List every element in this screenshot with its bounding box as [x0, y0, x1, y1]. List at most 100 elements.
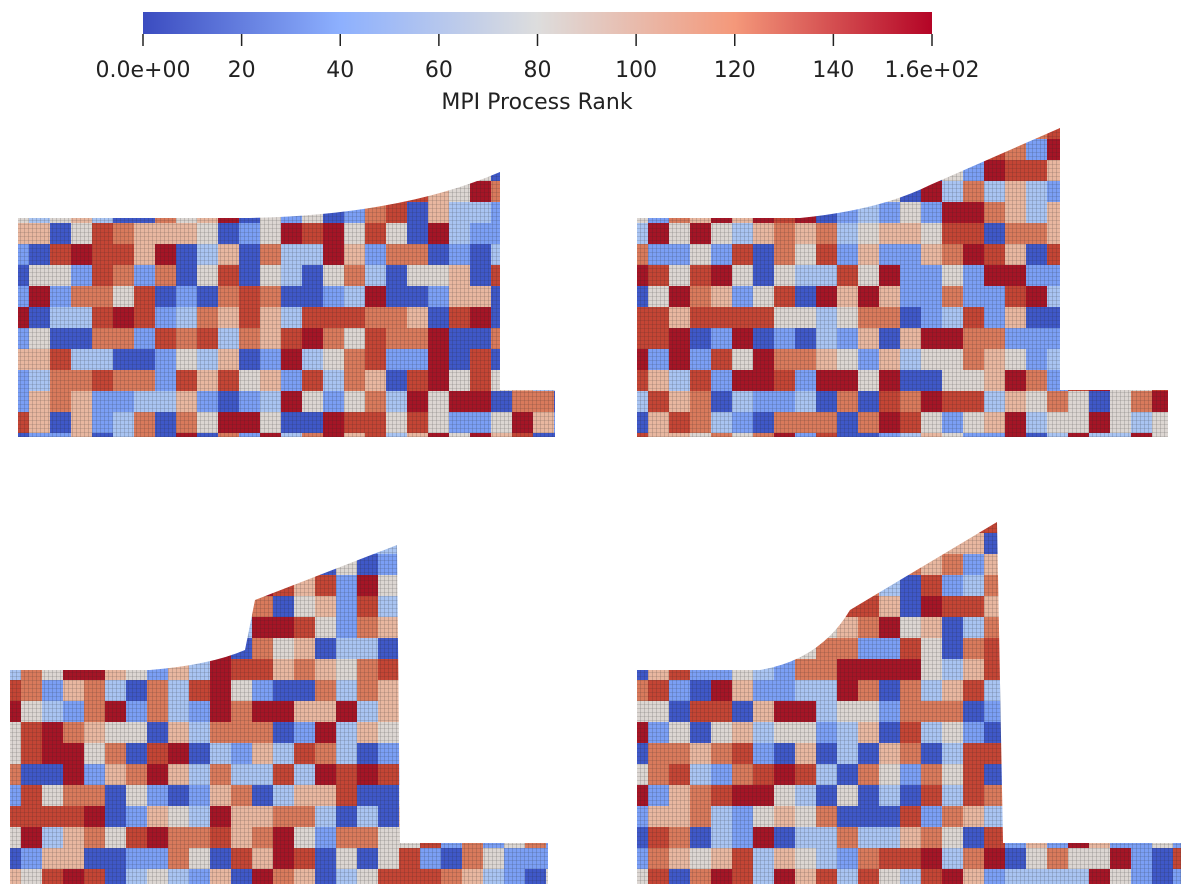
mesh-block [357, 512, 378, 533]
mesh-block [617, 265, 638, 286]
mesh-block [1163, 139, 1181, 160]
mesh-block [50, 559, 71, 580]
mesh-block [1079, 538, 1100, 559]
mesh-block [1026, 764, 1047, 785]
mesh-block [1068, 202, 1089, 223]
mesh-block [1173, 580, 1181, 601]
mesh-block [1163, 475, 1181, 496]
mesh-block [1047, 554, 1068, 575]
mesh-block [1113, 575, 1134, 596]
mesh-block [617, 307, 638, 328]
mesh-block [743, 496, 764, 517]
mesh-block [711, 575, 732, 596]
mesh-block [575, 601, 596, 622]
mesh-block [588, 659, 609, 680]
mesh-block [1121, 181, 1142, 202]
mesh-block [1131, 701, 1152, 722]
mesh-block [1176, 533, 1181, 554]
mesh-block [1089, 743, 1110, 764]
mesh-block [795, 554, 816, 575]
mesh-block [627, 538, 648, 559]
mesh-block [483, 596, 504, 617]
mesh-block [617, 223, 638, 244]
mesh-block [588, 512, 609, 533]
mesh-block [533, 769, 554, 790]
mesh-block [302, 454, 323, 475]
mesh-block [837, 580, 858, 601]
mesh-block [753, 139, 774, 160]
mesh-block [1047, 596, 1068, 617]
mesh-block [84, 545, 105, 554]
mesh-block [1047, 638, 1068, 659]
mesh-block [533, 559, 554, 580]
mesh-block [798, 554, 819, 575]
mesh-block [1131, 517, 1152, 538]
mesh-block [1131, 533, 1152, 554]
mesh-block [1029, 617, 1050, 638]
mesh-block [669, 580, 690, 601]
mesh-block [50, 538, 71, 559]
mesh-block [732, 522, 753, 533]
mesh-block [722, 601, 743, 622]
mesh-block [1089, 496, 1110, 517]
mesh-block [462, 512, 483, 533]
mesh-block [113, 181, 134, 202]
mesh-block [1068, 680, 1089, 701]
mesh-block [567, 533, 588, 554]
mesh-block [1131, 764, 1152, 785]
mesh-block [1152, 496, 1173, 517]
mesh-block [42, 545, 63, 554]
mesh-block [669, 554, 690, 575]
mesh-block [260, 118, 281, 139]
mesh-block [512, 181, 533, 202]
mesh-block [1005, 701, 1026, 722]
mesh-block [92, 181, 113, 202]
mesh-block [1037, 496, 1058, 517]
mesh-block [1016, 622, 1037, 643]
mesh-block [365, 517, 386, 538]
mesh-block [386, 517, 407, 538]
mesh-block [407, 748, 428, 769]
mesh-block [1131, 722, 1152, 743]
mesh-block [753, 580, 774, 601]
mesh-block [399, 743, 420, 764]
mesh-block [189, 545, 210, 554]
mesh-block [774, 181, 795, 202]
mesh-block [827, 118, 848, 139]
mesh-block [525, 680, 546, 701]
mesh-block [732, 580, 753, 601]
mesh-block [1121, 643, 1142, 664]
mesh-block [753, 559, 774, 580]
mesh-block [1152, 139, 1168, 160]
mesh-block [1152, 160, 1168, 181]
mesh-block [1068, 790, 1089, 811]
mesh-block [890, 496, 911, 517]
mesh-block [777, 554, 798, 575]
mesh-block [596, 538, 617, 559]
mesh-block [743, 517, 764, 538]
mesh-block [504, 512, 525, 533]
mesh-block [806, 559, 827, 580]
mesh-block [1173, 265, 1181, 286]
mesh-block [638, 475, 659, 496]
mesh-block [596, 853, 617, 874]
mesh-block [575, 412, 596, 433]
mesh-block [627, 517, 648, 538]
mesh-block [1068, 722, 1089, 743]
mesh-block [8, 475, 29, 496]
mesh-block [816, 522, 837, 533]
mesh-block [659, 643, 680, 664]
mesh-block [1068, 580, 1089, 601]
mesh-block [281, 517, 302, 538]
mesh-block [995, 517, 1016, 538]
mesh-block [29, 622, 50, 643]
mesh-block [735, 554, 756, 575]
mesh-block [470, 118, 491, 139]
mesh-block [1173, 496, 1181, 517]
mesh-block [1058, 580, 1079, 601]
mesh-block [732, 622, 753, 643]
mesh-block [567, 575, 588, 596]
mesh-block [168, 638, 189, 659]
mesh-block [554, 181, 555, 202]
mesh-block [1005, 596, 1026, 617]
